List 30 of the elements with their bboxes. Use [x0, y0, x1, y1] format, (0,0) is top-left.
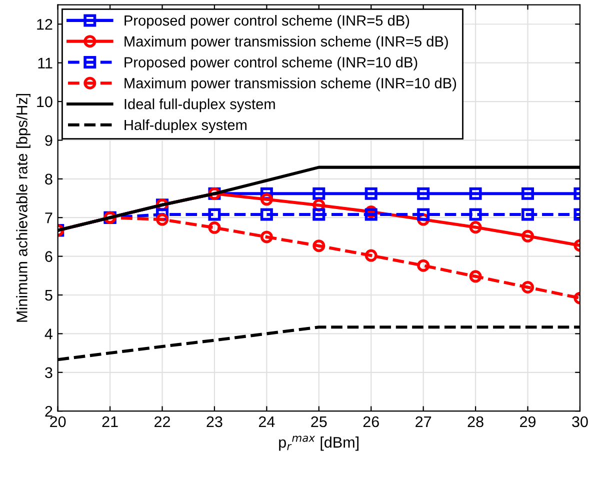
y-tick-label: 10	[37, 96, 52, 108]
y-tick-label: 5	[45, 290, 52, 301]
y-tick-label: 2	[45, 406, 52, 417]
legend-label: Half-duplex system	[124, 119, 246, 134]
legend-label: Maximum power transmission scheme (INR=10 dB)	[124, 78, 456, 92]
legend-label: Maximum power transmission scheme (INR=5 dB)	[124, 36, 448, 50]
x-tick-label: 26	[363, 416, 379, 428]
y-tick-label: 8	[45, 174, 52, 185]
y-tick-label: 11	[38, 58, 52, 68]
x-tick-label: 28	[468, 416, 484, 428]
legend-label: Proposed power control scheme (INR=5 dB)	[124, 14, 410, 29]
y-tick-label: 3	[45, 367, 52, 378]
y-tick-label: 9	[45, 135, 52, 146]
x-axis-title: p$_{r}$$^{max}$ [dBm]	[279, 436, 358, 451]
x-tick-label: 23	[206, 416, 222, 428]
x-tick-label: 30	[572, 416, 588, 428]
y-axis-title: Minimum achievable rate [bps/Hz]	[16, 94, 30, 322]
legend-label: Proposed power control scheme (INR=10 dB)	[124, 56, 418, 70]
x-tick-label: 29	[520, 416, 536, 428]
y-tick-label: 7	[45, 212, 52, 224]
x-tick-label: 24	[258, 416, 275, 428]
x-tick-label: 20	[50, 416, 66, 428]
x-tick-label: 25	[311, 416, 327, 428]
y-tick-label: 12	[37, 18, 52, 30]
x-tick-label: 21	[102, 416, 118, 428]
legend-label: Ideal full-duplex system	[124, 98, 275, 112]
x-tick-label: 22	[154, 416, 170, 428]
x-tick-label: 27	[416, 416, 432, 428]
y-tick-label: 6	[45, 251, 52, 262]
y-tick-label: 4	[44, 328, 53, 340]
